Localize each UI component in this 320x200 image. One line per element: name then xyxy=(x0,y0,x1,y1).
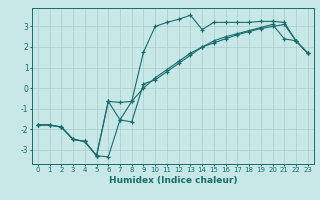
X-axis label: Humidex (Indice chaleur): Humidex (Indice chaleur) xyxy=(108,176,237,185)
